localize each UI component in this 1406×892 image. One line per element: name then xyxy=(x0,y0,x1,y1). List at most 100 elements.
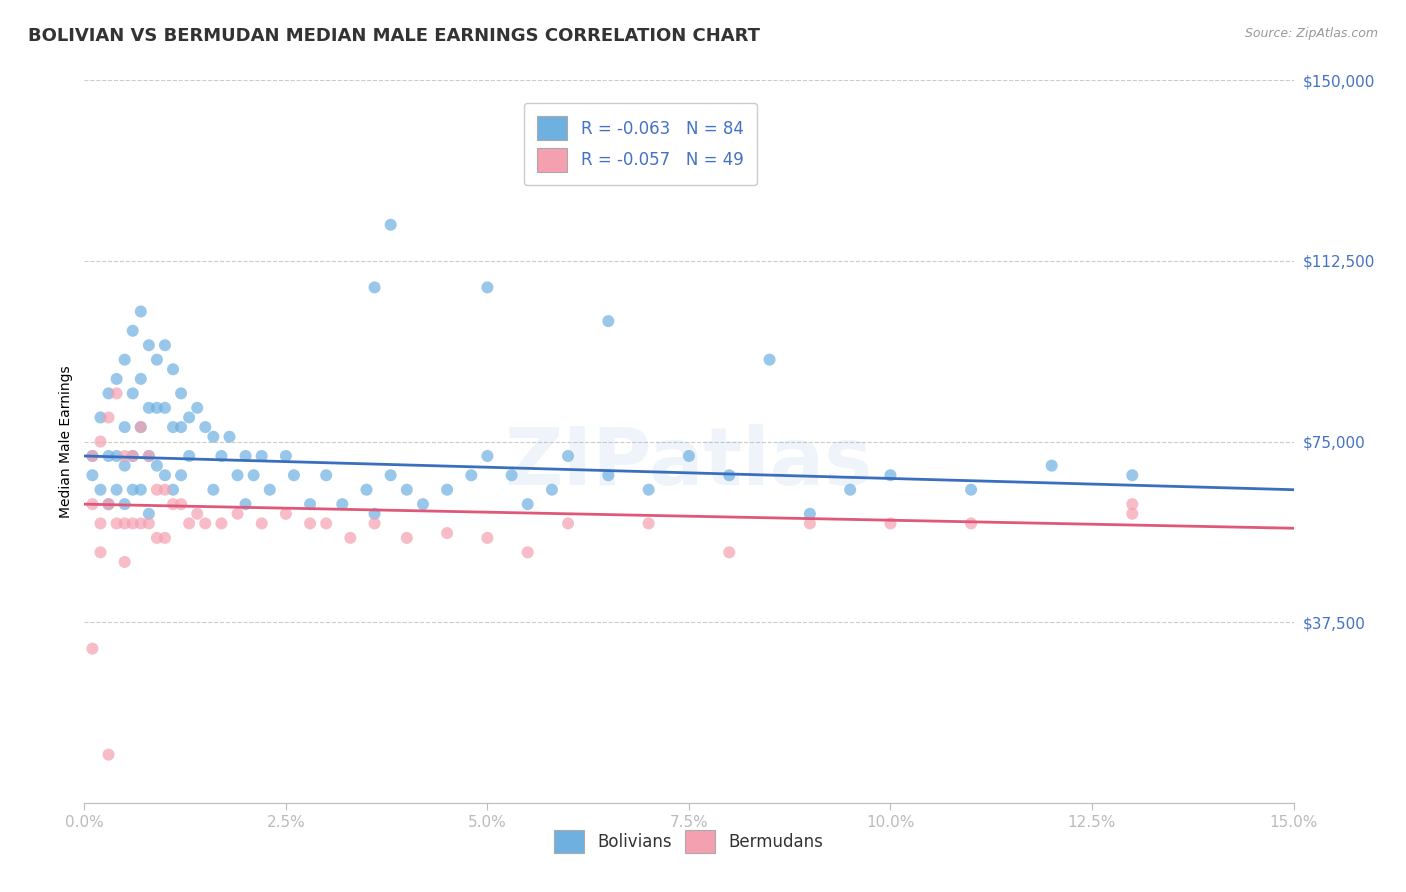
Point xyxy=(250,516,273,531)
Point xyxy=(637,483,659,497)
Point xyxy=(637,516,659,531)
Point xyxy=(718,468,741,483)
Point xyxy=(218,430,240,444)
Point xyxy=(557,516,579,531)
Point xyxy=(242,468,264,483)
Point xyxy=(259,483,281,497)
Point xyxy=(179,410,201,425)
Point xyxy=(380,468,402,483)
Point xyxy=(412,497,434,511)
Point xyxy=(758,352,780,367)
Point xyxy=(97,410,120,425)
Point xyxy=(97,497,120,511)
Point xyxy=(395,483,418,497)
Point xyxy=(179,449,201,463)
Point xyxy=(105,449,128,463)
Point xyxy=(153,483,176,497)
Point xyxy=(97,449,120,463)
Point xyxy=(121,324,143,338)
Point xyxy=(82,497,104,511)
Legend: Bolivians, Bermudans: Bolivians, Bermudans xyxy=(541,816,837,867)
Point xyxy=(436,526,458,541)
Point xyxy=(170,497,193,511)
Point xyxy=(395,531,418,545)
Point xyxy=(129,372,152,386)
Point xyxy=(114,497,136,511)
Point xyxy=(299,497,322,511)
Point xyxy=(114,449,136,463)
Point xyxy=(89,410,111,425)
Text: ZIPatlas: ZIPatlas xyxy=(505,425,873,502)
Point xyxy=(114,555,136,569)
Point xyxy=(194,420,217,434)
Point xyxy=(516,497,538,511)
Point xyxy=(235,449,257,463)
Point xyxy=(315,468,337,483)
Point xyxy=(146,531,169,545)
Point xyxy=(146,458,169,473)
Point xyxy=(138,507,160,521)
Point xyxy=(97,747,120,762)
Point xyxy=(186,507,208,521)
Point xyxy=(89,434,111,449)
Point xyxy=(170,468,193,483)
Point xyxy=(274,507,297,521)
Y-axis label: Median Male Earnings: Median Male Earnings xyxy=(59,365,73,518)
Point xyxy=(89,516,111,531)
Point xyxy=(97,386,120,401)
Point xyxy=(960,516,983,531)
Point xyxy=(194,516,217,531)
Point xyxy=(436,483,458,497)
Point xyxy=(598,468,620,483)
Point xyxy=(477,280,499,294)
Point xyxy=(1040,458,1063,473)
Point xyxy=(105,372,128,386)
Text: Source: ZipAtlas.com: Source: ZipAtlas.com xyxy=(1244,27,1378,40)
Point xyxy=(274,449,297,463)
Point xyxy=(121,516,143,531)
Point xyxy=(460,468,482,483)
Point xyxy=(226,468,249,483)
Point xyxy=(235,497,257,511)
Text: BOLIVIAN VS BERMUDAN MEDIAN MALE EARNINGS CORRELATION CHART: BOLIVIAN VS BERMUDAN MEDIAN MALE EARNING… xyxy=(28,27,761,45)
Point xyxy=(82,468,104,483)
Point xyxy=(82,641,104,656)
Point xyxy=(170,420,193,434)
Point xyxy=(330,497,353,511)
Point xyxy=(557,449,579,463)
Point xyxy=(129,483,152,497)
Point xyxy=(879,468,901,483)
Point xyxy=(226,507,249,521)
Point xyxy=(129,516,152,531)
Point xyxy=(114,458,136,473)
Point xyxy=(121,449,143,463)
Point xyxy=(960,483,983,497)
Point xyxy=(477,449,499,463)
Point xyxy=(879,516,901,531)
Point xyxy=(356,483,378,497)
Point xyxy=(138,338,160,352)
Point xyxy=(162,362,184,376)
Point xyxy=(138,516,160,531)
Point xyxy=(114,420,136,434)
Point xyxy=(153,468,176,483)
Point xyxy=(380,218,402,232)
Point xyxy=(598,314,620,328)
Point xyxy=(121,386,143,401)
Point xyxy=(363,507,385,521)
Point xyxy=(138,449,160,463)
Point xyxy=(89,483,111,497)
Point xyxy=(250,449,273,463)
Point xyxy=(678,449,700,463)
Point xyxy=(186,401,208,415)
Point xyxy=(89,545,111,559)
Point xyxy=(162,497,184,511)
Point xyxy=(799,507,821,521)
Point xyxy=(179,516,201,531)
Point xyxy=(1121,497,1143,511)
Point xyxy=(97,497,120,511)
Point xyxy=(153,338,176,352)
Point xyxy=(153,531,176,545)
Point xyxy=(121,449,143,463)
Point xyxy=(339,531,361,545)
